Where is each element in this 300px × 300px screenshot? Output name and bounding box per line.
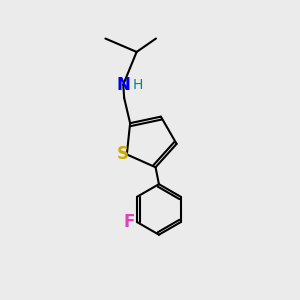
Text: F: F [123, 213, 134, 231]
Text: S: S [116, 146, 128, 164]
Text: H: H [133, 78, 143, 92]
Text: N: N [116, 76, 130, 94]
